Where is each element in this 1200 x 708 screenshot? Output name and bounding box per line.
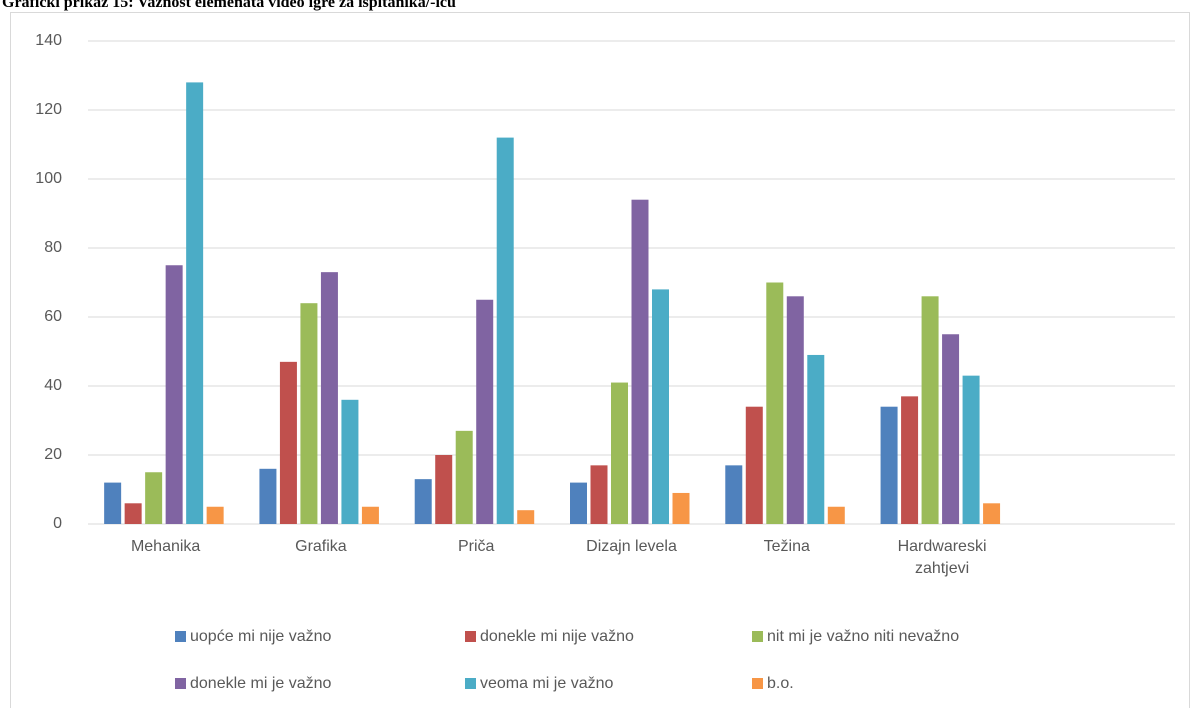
bar <box>901 396 919 524</box>
y-tick-label: 120 <box>35 101 62 118</box>
bar <box>414 479 432 524</box>
bar <box>611 382 628 524</box>
y-tick-label: 80 <box>44 239 62 256</box>
bar <box>570 482 587 524</box>
x-tick-label: Priča <box>457 538 495 555</box>
bar <box>983 503 1001 524</box>
bar <box>186 82 204 525</box>
bar <box>517 510 535 524</box>
bar <box>827 506 845 524</box>
bar <box>921 296 939 524</box>
y-tick-label: 140 <box>35 32 62 49</box>
bar <box>476 299 494 524</box>
bar <box>455 430 473 524</box>
bar <box>145 472 163 524</box>
bar <box>590 465 608 524</box>
bar <box>165 265 183 524</box>
y-tick-label: 40 <box>44 377 62 394</box>
legend-label: veoma mi je važno <box>480 675 613 692</box>
x-tick-label: Hardwareski zahtjevi <box>897 538 987 577</box>
bar <box>880 406 898 524</box>
x-tick-label: Dizajn levela <box>586 538 677 555</box>
bar <box>496 137 514 524</box>
legend-swatch <box>465 678 476 689</box>
legend-label: donekle mi je važno <box>190 675 332 692</box>
bar <box>745 406 763 524</box>
bar <box>124 503 142 524</box>
legend-label: b.o. <box>767 675 794 692</box>
chart-border <box>10 12 1190 708</box>
legend-swatch <box>752 678 763 689</box>
bar <box>942 334 960 524</box>
legend-label: uopće mi nije važno <box>190 628 332 645</box>
bar <box>341 399 359 524</box>
bar <box>962 375 980 524</box>
bar <box>300 303 318 524</box>
bar <box>631 199 649 524</box>
x-tick-label: Grafika <box>295 538 347 555</box>
y-tick-label: 100 <box>35 170 62 187</box>
bar <box>807 354 825 524</box>
bar <box>206 506 224 524</box>
legend-swatch <box>175 631 186 642</box>
bar <box>104 482 122 524</box>
x-tick-label: Težina <box>763 538 810 555</box>
bar <box>435 455 453 524</box>
y-tick-label: 60 <box>44 308 62 325</box>
legend-swatch <box>752 631 763 642</box>
legend-label: nit mi je važno niti nevažno <box>767 628 959 645</box>
y-tick-label: 20 <box>44 446 62 463</box>
bar <box>361 506 379 524</box>
y-tick-label: 0 <box>53 515 62 532</box>
bar <box>786 296 804 524</box>
bar <box>725 465 743 524</box>
bar <box>320 272 338 524</box>
legend-swatch <box>465 631 476 642</box>
bar <box>279 361 297 524</box>
bar <box>259 468 277 524</box>
bar <box>766 282 784 524</box>
legend-swatch <box>175 678 186 689</box>
chart-title: Grafički prikaz 15: Važnost elemenata vi… <box>2 0 456 11</box>
legend-label: donekle mi nije važno <box>480 628 634 645</box>
bar <box>652 289 669 524</box>
bar <box>672 492 690 524</box>
x-tick-label: Mehanika <box>130 538 201 555</box>
